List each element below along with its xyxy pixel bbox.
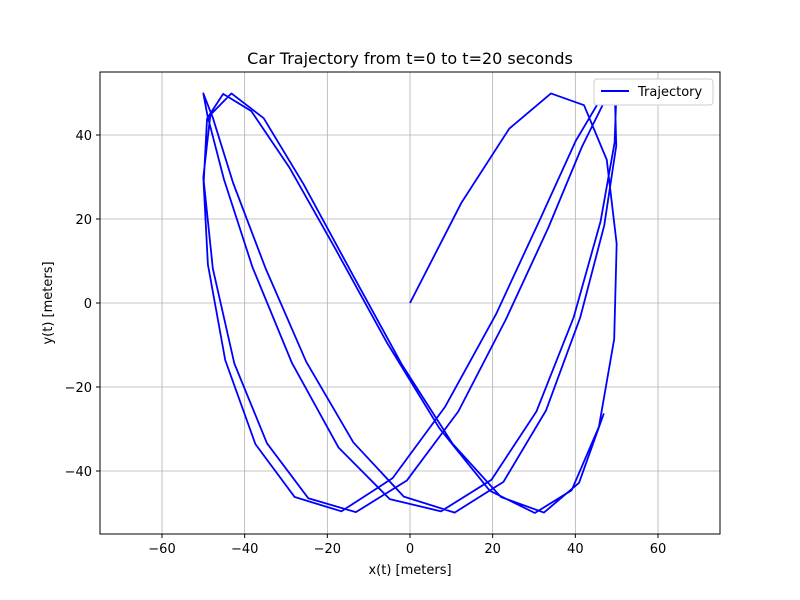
x-tick-label: −40 xyxy=(231,542,258,557)
series-layer xyxy=(202,92,618,514)
y-tick-label: 0 xyxy=(84,297,92,312)
legend-label-trajectory: Trajectory xyxy=(637,85,702,100)
x-tick-label: 0 xyxy=(406,542,414,557)
y-tick-label: −40 xyxy=(65,465,92,480)
y-tick-label: 20 xyxy=(75,213,92,228)
x-tick-label: 40 xyxy=(567,542,584,557)
x-tick-label: 60 xyxy=(650,542,667,557)
y-tick-label: −20 xyxy=(65,381,92,396)
legend-box xyxy=(593,78,714,106)
x-tick-label: 20 xyxy=(484,542,501,557)
y-tick-label: 40 xyxy=(75,129,92,144)
chart-title: Car Trajectory from t=0 to t=20 seconds xyxy=(247,49,573,68)
legend: Trajectory xyxy=(593,78,714,106)
y-axis-label: y(t) [meters] xyxy=(41,261,56,344)
series-line-trajectory xyxy=(202,92,618,514)
x-tick-label: −60 xyxy=(148,542,175,557)
x-tick-label: −20 xyxy=(314,542,341,557)
x-axis: −60 −40 −20 0 20 40 60 xyxy=(148,534,666,557)
x-axis-label: x(t) [meters] xyxy=(368,563,451,578)
y-axis: −40 −20 0 20 40 xyxy=(65,129,100,480)
